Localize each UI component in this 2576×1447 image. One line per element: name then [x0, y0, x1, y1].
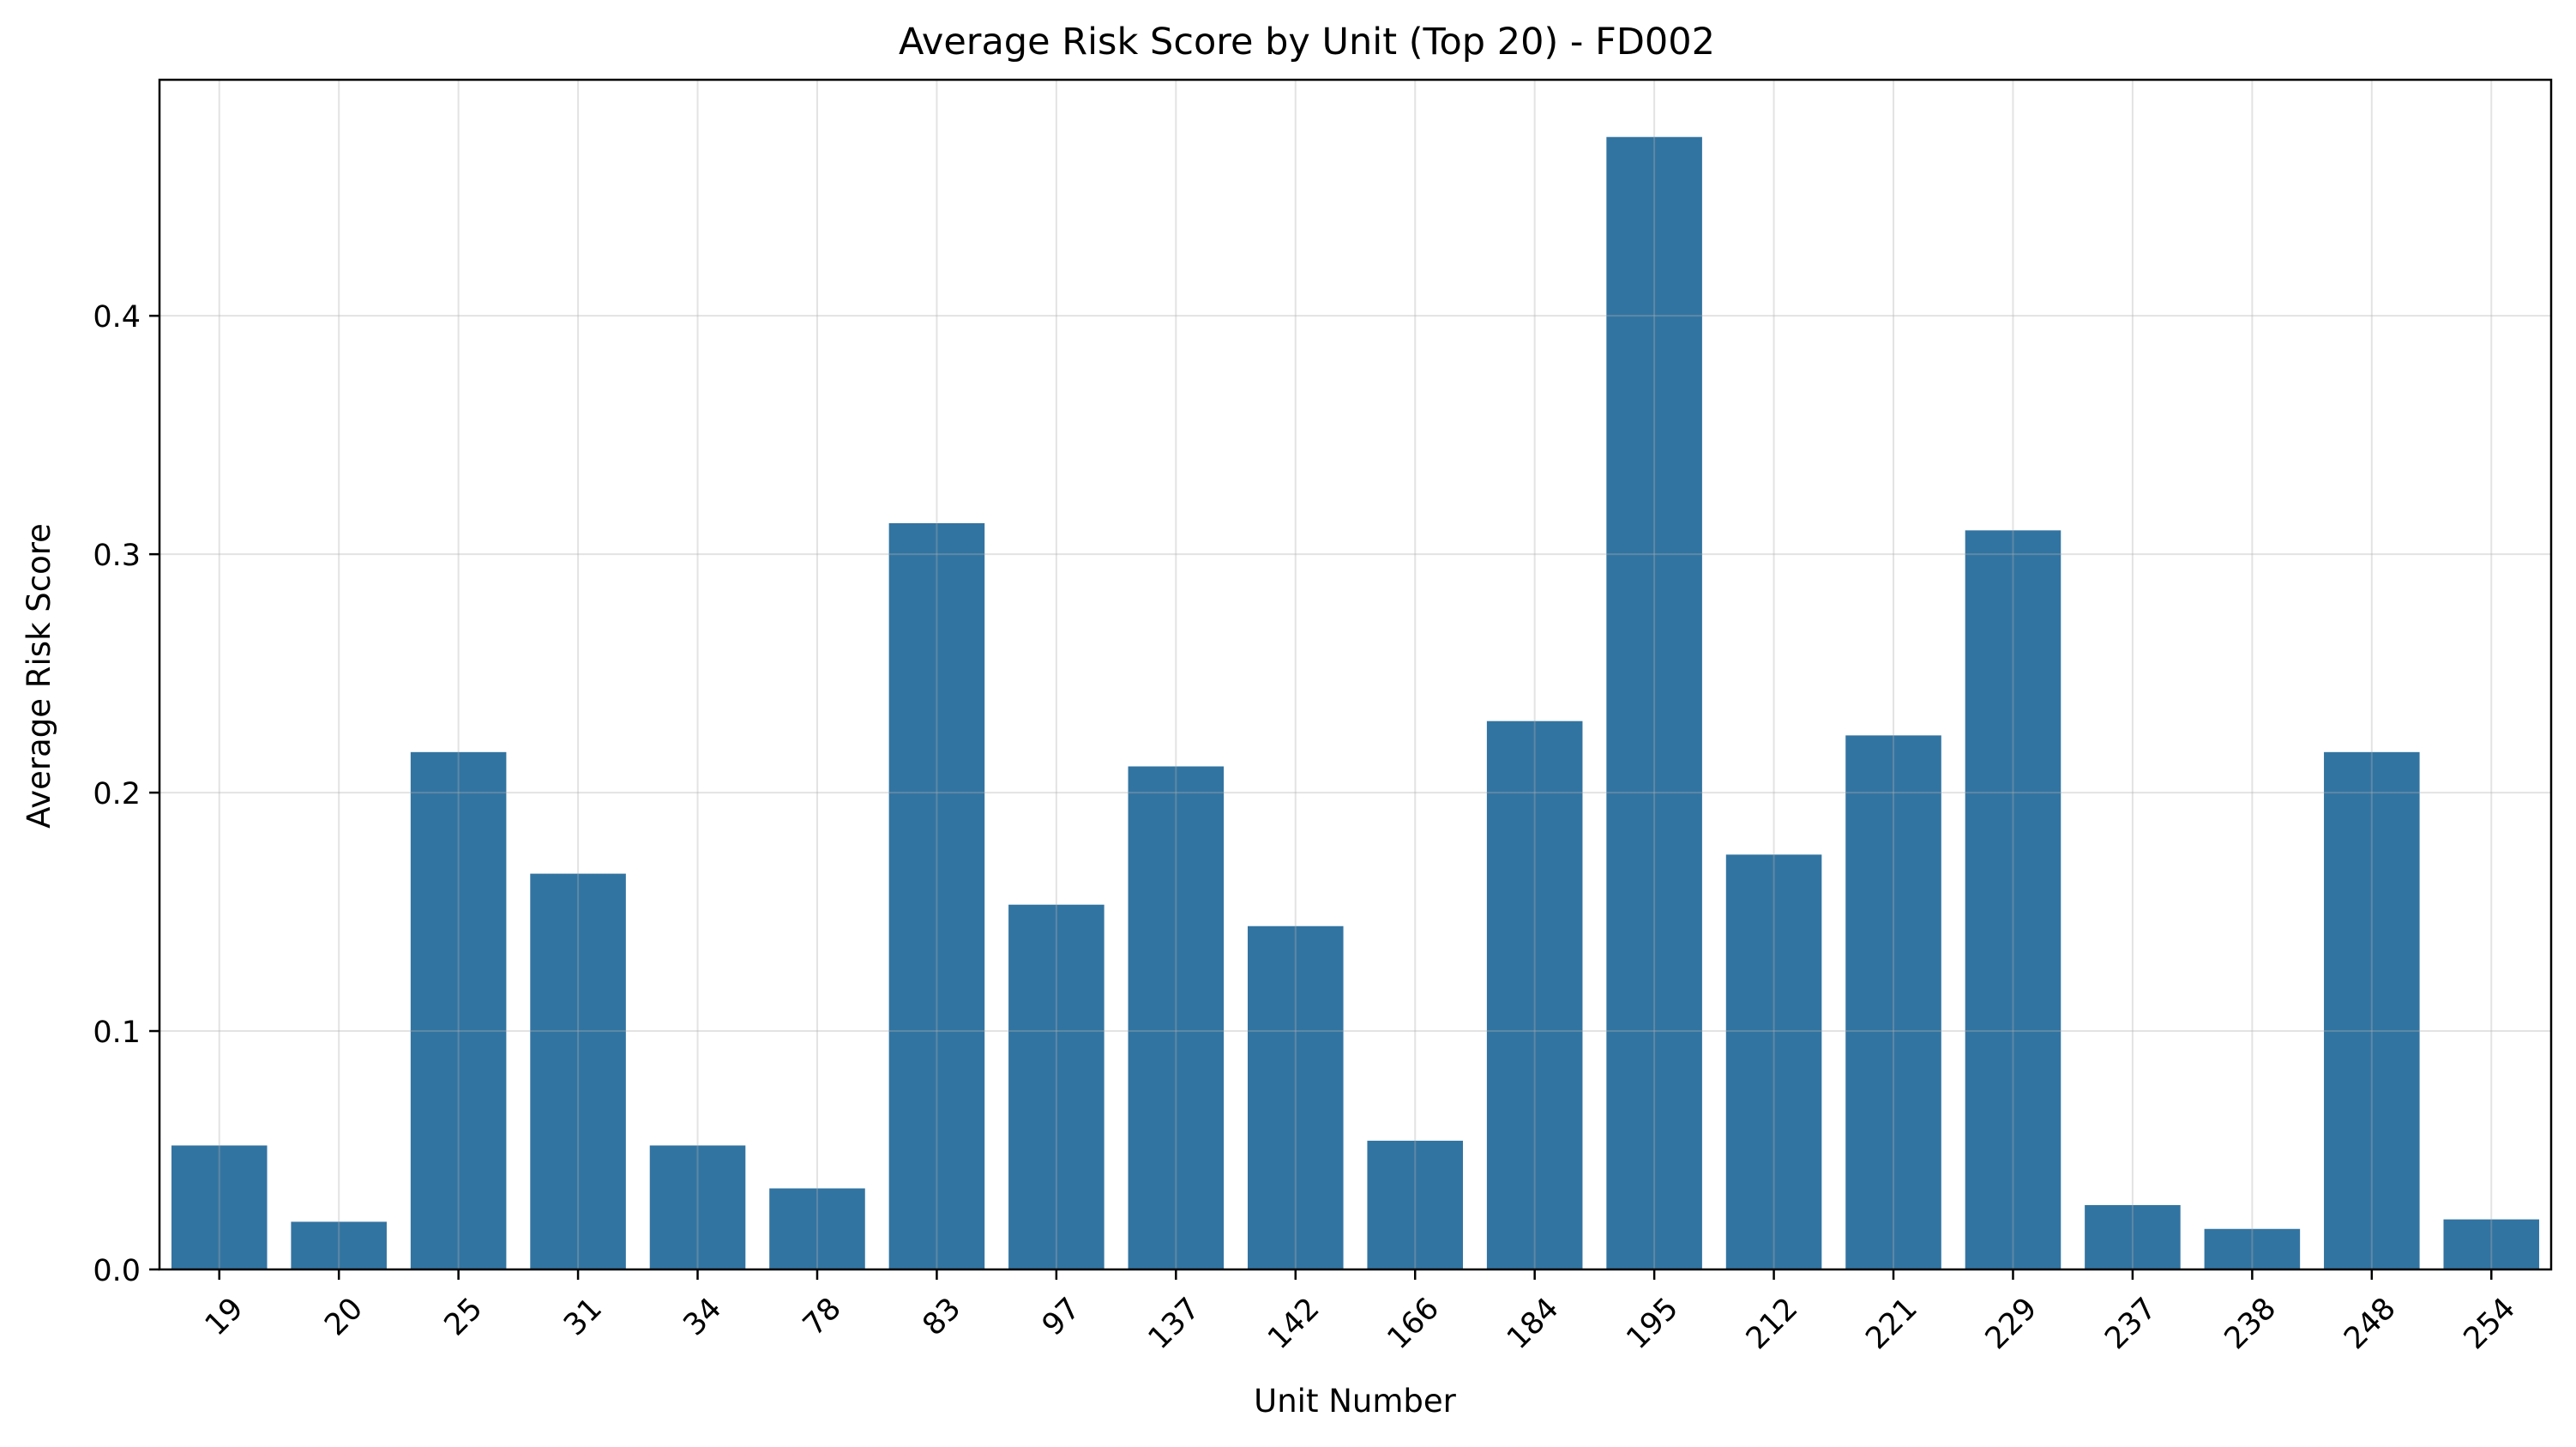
x-axis-label: Unit Number [1254, 1383, 1457, 1420]
bar-unit-97 [1008, 904, 1104, 1269]
bar-unit-137 [1128, 766, 1225, 1269]
bar-unit-195 [1606, 136, 1702, 1269]
plot-frame [158, 78, 2553, 1271]
bar-unit-83 [888, 522, 985, 1269]
bar-unit-238 [2204, 1228, 2301, 1269]
bar-unit-34 [649, 1145, 746, 1269]
y-tick-label: 0.2 [93, 777, 141, 811]
bar-unit-166 [1367, 1140, 1464, 1269]
y-tick-label: 0.3 [93, 539, 141, 573]
bar-unit-254 [2443, 1219, 2540, 1269]
bar-unit-31 [530, 873, 626, 1269]
bar-unit-212 [1725, 854, 1822, 1269]
bar-unit-221 [1845, 735, 1941, 1269]
y-tick-label: 0.0 [93, 1254, 141, 1288]
bar-unit-20 [291, 1221, 387, 1269]
bar-unit-237 [2085, 1204, 2181, 1269]
bar-unit-142 [1247, 925, 1344, 1269]
bar-unit-248 [2324, 751, 2420, 1269]
bar-unit-78 [769, 1188, 865, 1269]
y-tick-label: 0.1 [93, 1016, 141, 1050]
bar-unit-19 [171, 1145, 268, 1269]
y-tick-label: 0.4 [93, 300, 141, 335]
bar-unit-184 [1486, 720, 1583, 1269]
bar-unit-25 [410, 751, 507, 1269]
y-axis-label: Average Risk Score [21, 523, 57, 829]
bar-unit-229 [1965, 530, 2061, 1269]
chart-title: Average Risk Score by Unit (Top 20) - FD… [899, 21, 1715, 63]
